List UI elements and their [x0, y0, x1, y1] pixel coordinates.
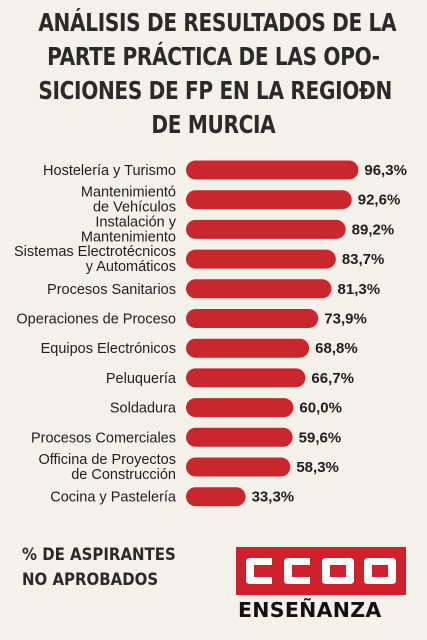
- logo-letter-c: [246, 558, 272, 584]
- logo-letter-c: [284, 558, 310, 584]
- footer-label-line: % DE ASPIRANTES: [22, 545, 176, 565]
- data-label: 92,6%: [358, 192, 401, 209]
- bar: [186, 457, 291, 477]
- bar: [186, 190, 352, 210]
- category-label: Cocina y Pastelería: [50, 490, 177, 506]
- chart-title-line: SICIONES DE FP EN LA REGIOÐN: [38, 76, 393, 105]
- data-label: 81,3%: [338, 281, 381, 298]
- category-label: Mantenimientó de Vehículos: [81, 185, 176, 216]
- bar: [186, 219, 346, 239]
- bar: [186, 279, 332, 299]
- category-label: Equipos Electrónicos: [41, 341, 176, 357]
- bar: [186, 338, 310, 358]
- chart-title: ANÁLISIS DE RESULTADOS DE LA PARTE PRÁCT…: [38, 6, 397, 142]
- logo-caption: ENSEÑANZA: [238, 598, 382, 622]
- chart-title-line: DE MURCIA: [151, 110, 276, 139]
- logo-background: [236, 547, 406, 595]
- logo-letter-o: [364, 558, 396, 584]
- data-label: 73,9%: [324, 311, 367, 328]
- ccoo-logo: [236, 547, 406, 595]
- logo-letter-o: [322, 558, 354, 584]
- data-label: 58,3%: [296, 459, 339, 476]
- bar: [186, 398, 294, 418]
- footer-label-line: NO APROBADOS: [22, 570, 159, 590]
- footer-label: % DE ASPIRANTES NO APROBADOS: [22, 543, 176, 593]
- category-label: Officina de Proyectos de Construcción: [38, 452, 176, 483]
- category-label: Hostelería y Turismo: [43, 163, 176, 179]
- data-label: 68,8%: [315, 340, 358, 357]
- bar: [186, 368, 306, 388]
- category-label: Procesos Comerciales: [31, 430, 176, 446]
- bar: [186, 160, 359, 180]
- data-label: 96,3%: [364, 162, 407, 179]
- data-label: 59,6%: [299, 429, 342, 446]
- category-label: Sistemas Electrotécnicos y Automáticos: [14, 244, 176, 275]
- bar: [186, 249, 336, 269]
- category-label: Peluquería: [106, 371, 177, 387]
- bar-chart: 96,3% Hostelería y Turismo 92,6% Mantenimie…: [14, 160, 407, 507]
- data-label: 33,3%: [252, 489, 295, 506]
- category-label: Instalación y Mantenimiento: [81, 214, 177, 245]
- category-label: Procesos Sanitarios: [47, 282, 176, 298]
- category-label: Operaciones de Proceso: [16, 312, 176, 328]
- bar: [186, 427, 293, 447]
- data-label: 66,7%: [311, 370, 354, 387]
- chart-title-line: PARTE PRÁCTICA DE LAS OPO-: [47, 42, 380, 71]
- bar: [186, 487, 246, 507]
- data-label: 83,7%: [342, 251, 385, 268]
- category-label: Soldadura: [110, 401, 177, 417]
- chart-title-line: ANÁLISIS DE RESULTADOS DE LA: [38, 8, 397, 37]
- data-label: 89,2%: [352, 221, 395, 238]
- data-label: 60,0%: [299, 400, 342, 417]
- bar: [186, 309, 319, 328]
